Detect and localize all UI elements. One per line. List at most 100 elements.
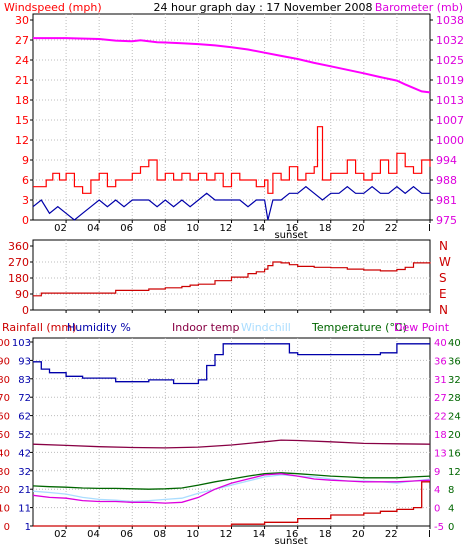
windspeed-tick-label: 27 bbox=[15, 34, 29, 47]
x-tick-label: 14 bbox=[253, 529, 266, 540]
temp-tick-label: 4 bbox=[434, 485, 440, 496]
temp-tick-label: 18 bbox=[434, 430, 447, 441]
temp-tick-label: 40 bbox=[434, 338, 447, 349]
windspeed-axis-label: Windspeed (mph) bbox=[4, 1, 102, 14]
x-tick-label: 14 bbox=[253, 223, 266, 234]
humidity-tick-label: 93 bbox=[18, 356, 31, 367]
temp-tick-label-secondary: 16 bbox=[448, 448, 461, 459]
temp-tick-label: 9 bbox=[434, 467, 440, 478]
humidity-tick-label: 32 bbox=[18, 467, 31, 478]
graph-title: 24 hour graph day : 17 November 2008 bbox=[153, 1, 372, 14]
temp-tick-label-secondary: 8 bbox=[448, 485, 454, 496]
series-line-humidity bbox=[33, 343, 430, 385]
temp-tick-label-secondary: 32 bbox=[448, 375, 461, 386]
x-tick-label: 22 bbox=[385, 529, 398, 540]
temp-tick-label-secondary: 40 bbox=[448, 338, 461, 349]
humidity-tick-label: 21 bbox=[18, 485, 31, 496]
temp-tick-label-secondary: 0 bbox=[448, 522, 454, 533]
series-line-direction bbox=[33, 261, 431, 297]
rainfall-tick-label: 90 bbox=[0, 356, 10, 367]
temp-tick-label: 31 bbox=[434, 375, 447, 386]
temp-tick-label: -5 bbox=[434, 522, 444, 533]
series-line-indoor-temp bbox=[32, 439, 431, 449]
barometer-tick-label: 1013 bbox=[436, 94, 464, 107]
rainfall-tick-label: 100 bbox=[0, 338, 10, 349]
barometer-tick-label: 988 bbox=[436, 174, 457, 187]
humidity-tick-label: 42 bbox=[18, 448, 31, 459]
windspeed-tick-label: 3 bbox=[22, 194, 29, 207]
direction-tick-label: 270 bbox=[8, 256, 29, 269]
rainfall-tick-label: 30 bbox=[0, 467, 10, 478]
x-tick-label: 16 bbox=[286, 223, 299, 234]
windspeed-tick-label: 6 bbox=[22, 174, 29, 187]
x-tick-label: 06 bbox=[120, 529, 133, 540]
legend-indoor-temp: Indoor temp bbox=[172, 321, 239, 334]
barometer-tick-label: 975 bbox=[436, 214, 457, 227]
x-tick-label: 16 bbox=[286, 529, 299, 540]
barometer-tick-label: 1038 bbox=[436, 14, 464, 27]
temp-tick-label-secondary: 28 bbox=[448, 393, 461, 404]
windspeed-tick-label: 24 bbox=[15, 54, 29, 67]
sunset-label: sunset bbox=[274, 536, 307, 547]
temp-tick-label: 13 bbox=[434, 448, 447, 459]
temp-tick-label: 22 bbox=[434, 412, 447, 423]
humidity-tick-label: 83 bbox=[18, 375, 31, 386]
windspeed-tick-label: 15 bbox=[15, 114, 29, 127]
barometer-tick-label: 1007 bbox=[436, 114, 464, 127]
temp-tick-label-secondary: 24 bbox=[448, 412, 461, 423]
compass-label: S bbox=[439, 271, 447, 285]
legend-windchill: Windchill bbox=[241, 321, 291, 334]
series-line-rainfall bbox=[33, 481, 430, 527]
x-tick-label: 02 bbox=[54, 529, 67, 540]
compass-label: W bbox=[439, 255, 451, 269]
temp-tick-label: 36 bbox=[434, 356, 447, 367]
windspeed-tick-label: 18 bbox=[15, 94, 29, 107]
x-tick-label: 18 bbox=[319, 223, 332, 234]
series-line-temperature bbox=[32, 472, 431, 490]
x-tick-label: 04 bbox=[87, 529, 100, 540]
series-line-windchill bbox=[32, 474, 431, 503]
legend-dew-point: Dew Point bbox=[394, 321, 450, 334]
direction-tick-label: 0 bbox=[22, 304, 29, 317]
x-tick-label: I bbox=[428, 223, 431, 234]
windspeed-tick-label: 30 bbox=[15, 14, 29, 27]
x-tick-label: I bbox=[428, 529, 431, 540]
x-tick-label: 08 bbox=[153, 529, 166, 540]
barometer-tick-label: 1025 bbox=[436, 54, 464, 67]
series-line-windspeed bbox=[33, 126, 431, 194]
x-tick-label: 02 bbox=[54, 223, 67, 234]
x-tick-label: 20 bbox=[352, 529, 365, 540]
barometer-tick-label: 1000 bbox=[436, 134, 464, 147]
barometer-tick-label: 994 bbox=[436, 154, 457, 167]
legend-rainfall: Rainfall (mm) bbox=[2, 321, 76, 334]
temp-tick-label-secondary: 4 bbox=[448, 504, 454, 515]
x-tick-label: 22 bbox=[385, 223, 398, 234]
series-line-barometer bbox=[33, 37, 431, 94]
x-tick-label: 20 bbox=[352, 223, 365, 234]
legend-temperature: Temperature (°C) bbox=[311, 321, 407, 334]
x-tick-label: 04 bbox=[87, 223, 100, 234]
humidity-tick-label: 72 bbox=[18, 393, 31, 404]
rainfall-tick-label: 70 bbox=[0, 393, 10, 404]
rainfall-tick-label: 0 bbox=[4, 522, 10, 533]
direction-tick-label: 360 bbox=[8, 240, 29, 253]
x-tick-label: 08 bbox=[153, 223, 166, 234]
windspeed-tick-label: 12 bbox=[15, 134, 29, 147]
compass-label: N bbox=[439, 303, 448, 317]
temp-tick-label: 27 bbox=[434, 393, 447, 404]
barometer-tick-label: 981 bbox=[436, 194, 457, 207]
series-line-wind-low bbox=[32, 185, 430, 221]
x-tick-label: 10 bbox=[186, 529, 199, 540]
legend-humidity: Humidity % bbox=[67, 321, 131, 334]
compass-label: E bbox=[439, 287, 447, 301]
temp-tick-label-secondary: 36 bbox=[448, 356, 461, 367]
barometer-axis-label: Barometer (mb) bbox=[375, 1, 463, 14]
sunset-label: sunset bbox=[274, 230, 307, 241]
rainfall-tick-label: 80 bbox=[0, 375, 10, 386]
x-tick-label: 18 bbox=[319, 529, 332, 540]
x-tick-label: 06 bbox=[120, 223, 133, 234]
windspeed-tick-label: 9 bbox=[22, 154, 29, 167]
humidity-tick-label: 11 bbox=[18, 504, 31, 515]
